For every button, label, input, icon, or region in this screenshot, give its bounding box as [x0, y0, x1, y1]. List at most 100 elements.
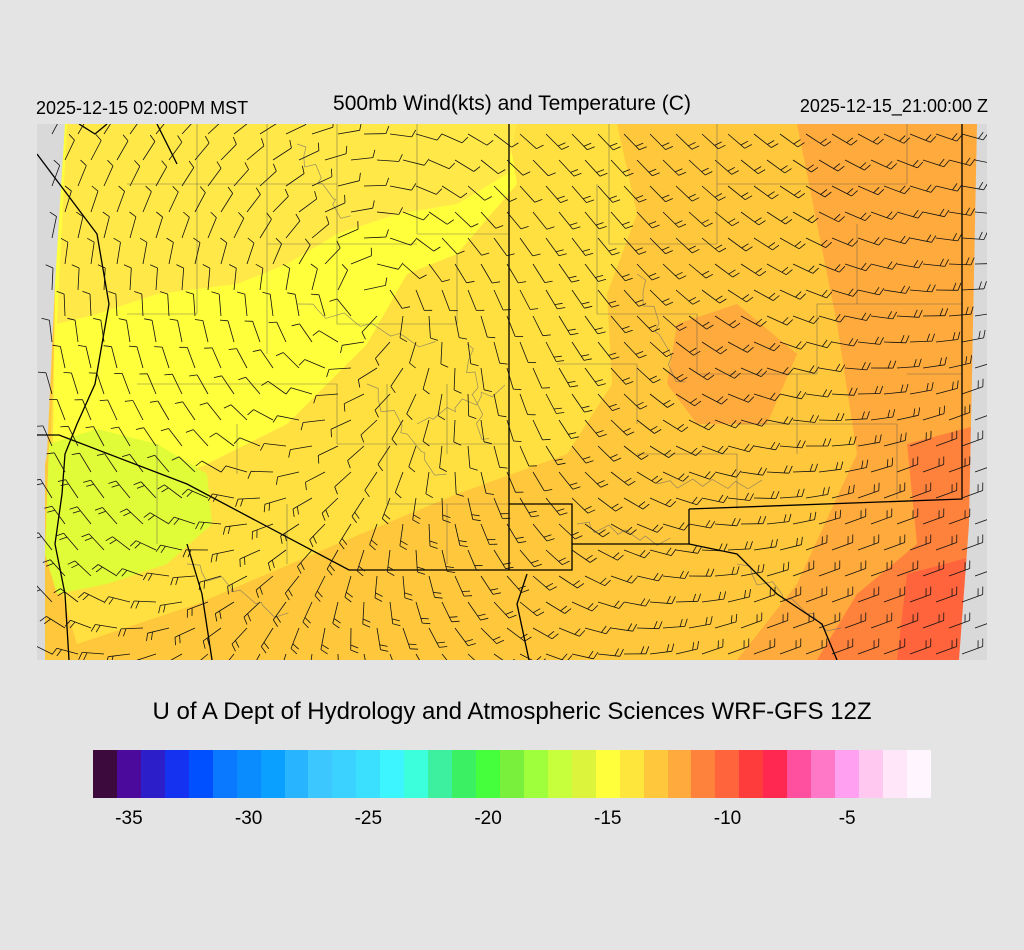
wind-barb — [454, 575, 473, 597]
wind-barb — [532, 211, 555, 230]
wind-barb — [119, 508, 144, 525]
wind-barb — [179, 346, 196, 369]
terrain-contour — [366, 383, 447, 476]
wind-barb — [51, 124, 58, 135]
wind-barb — [200, 653, 209, 660]
wind-barb — [376, 207, 403, 215]
wind-barb — [922, 508, 945, 525]
wind-barb — [394, 471, 404, 499]
wind-barb — [623, 289, 647, 307]
wind-barb — [857, 185, 885, 196]
wind-barb — [60, 425, 79, 447]
wind-barb — [428, 263, 450, 283]
wind-barb — [493, 237, 515, 257]
wind-barb — [779, 237, 806, 250]
boundary-line — [509, 503, 573, 544]
wind-barb — [961, 131, 987, 141]
colorbar-swatch — [859, 750, 883, 798]
wind-barb — [519, 393, 536, 416]
wind-barb — [415, 237, 441, 252]
wind-barb — [805, 586, 828, 603]
wind-barb — [67, 317, 79, 343]
colorbar-swatch — [763, 750, 788, 798]
wind-barb — [158, 601, 183, 614]
wind-barb — [740, 467, 768, 476]
wind-barb — [174, 627, 196, 646]
colorbar-tick-label: -25 — [354, 808, 383, 829]
wind-barb — [584, 159, 608, 177]
wind-barb — [662, 471, 689, 482]
wind-barb — [805, 486, 830, 499]
wind-barb — [391, 419, 404, 446]
wind-barb — [51, 159, 61, 187]
wind-barb — [467, 185, 492, 201]
wind-barb — [207, 161, 222, 187]
wind-barb — [169, 318, 183, 343]
wind-barb — [961, 329, 986, 343]
wind-barb — [766, 513, 792, 525]
wind-barb — [76, 211, 84, 239]
wind-barb — [857, 482, 880, 499]
wind-barb — [883, 638, 906, 655]
wind-barbs — [37, 124, 987, 660]
wind-barb — [220, 136, 237, 161]
wind-barb — [792, 159, 819, 173]
wind-barb — [223, 404, 248, 421]
wind-barb — [649, 341, 674, 358]
wind-barb — [272, 601, 287, 627]
wind-barb — [168, 135, 183, 161]
wind-barb — [805, 339, 833, 349]
wind-barb — [321, 497, 339, 521]
wind-barb — [37, 478, 53, 499]
wind-barb — [532, 575, 557, 591]
wind-barb — [896, 259, 924, 269]
wind-barb — [766, 211, 793, 225]
wind-barb — [740, 159, 766, 175]
wind-barb — [441, 601, 460, 623]
wind-barb — [844, 312, 872, 321]
wind-barb — [337, 221, 359, 239]
wind-barb — [332, 601, 341, 629]
wind-barb — [467, 445, 478, 471]
wind-barb — [298, 238, 311, 265]
wind-barb — [311, 124, 334, 135]
wind-barb — [649, 595, 676, 605]
temperature-region-hottest — [897, 554, 982, 660]
wind-barb — [831, 133, 858, 146]
terrain-contour — [736, 563, 842, 632]
wind-barb — [701, 185, 726, 201]
wind-barb — [356, 549, 366, 577]
wind-barb — [77, 159, 87, 187]
wind-barb — [714, 159, 739, 175]
wind-barb — [220, 465, 248, 473]
wind-barb — [857, 237, 885, 246]
credit-line: U of A Dept of Hydrology and Atmospheric… — [152, 698, 872, 725]
wind-barb — [136, 653, 157, 660]
wind-barb — [948, 257, 975, 266]
wind-barb — [337, 172, 361, 187]
wind-barb — [701, 393, 728, 405]
wind-barb — [714, 315, 741, 329]
state-boundaries — [37, 124, 963, 660]
colorbar-swatch — [715, 750, 740, 798]
wind-barb — [714, 367, 741, 379]
wind-barb — [532, 419, 551, 441]
wind-barb — [519, 289, 539, 310]
wind-barb — [610, 471, 636, 486]
wind-barb — [831, 586, 854, 603]
colorbar-tick-label: -10 — [713, 808, 742, 829]
wind-barb — [870, 211, 898, 220]
boundary-line — [37, 153, 110, 660]
wind-barb — [766, 315, 794, 326]
wind-barb — [558, 367, 579, 388]
wind-barb — [454, 159, 481, 172]
wind-barb — [247, 470, 274, 479]
wind-barb — [261, 380, 287, 395]
wind-barb — [415, 549, 426, 575]
wind-barb — [195, 460, 222, 473]
wind-barb — [198, 575, 222, 591]
wind-barb — [753, 237, 780, 251]
wind-barb — [300, 419, 326, 431]
wind-barb — [67, 560, 92, 577]
wind-barb — [219, 319, 235, 343]
